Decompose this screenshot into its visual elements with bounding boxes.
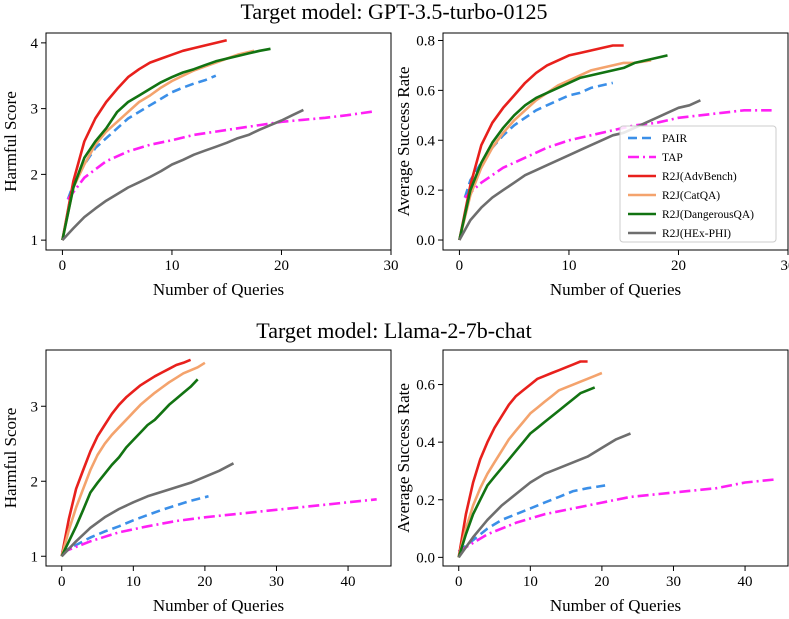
y-axis-label: Harmful Score <box>1 408 20 509</box>
y-tick-label: 0.2 <box>416 183 435 199</box>
legend-label-tap: TAP <box>662 152 683 164</box>
legend-label-r2j-advbench: R2J(AdvBench) <box>662 171 737 183</box>
x-tick-label: 20 <box>197 574 212 590</box>
x-tick-label: 30 <box>269 574 284 590</box>
x-tick-label: 20 <box>274 258 289 274</box>
y-tick-label: 0.6 <box>416 378 435 394</box>
chart-gpt-harmful-score: 0 10 20 30 1 2 3 4 Number of Queries Harmful Scor… <box>1 32 399 299</box>
y-tick-label: 0.0 <box>416 550 435 566</box>
x-tick-label: 10 <box>523 574 538 590</box>
y-axis-label: Harmful Score <box>1 91 20 192</box>
series-line-tap <box>66 110 375 201</box>
legend-label-r2j-hex-phi: R2J(HEx-PHI) <box>662 228 731 240</box>
x-tick-label: 10 <box>164 258 179 274</box>
x-tick-label: 20 <box>671 258 686 274</box>
series-line-tap <box>61 498 377 554</box>
legend-label-pair: PAIR <box>662 133 687 145</box>
y-tick-label: 1 <box>31 233 39 249</box>
y-axis-label: Average Success Rate <box>394 67 413 217</box>
legend: PAIR TAP R2J(AdvBench) R2J(CatQA) R2J(Danger… <box>619 125 777 243</box>
y-tick-label: 0.0 <box>416 233 435 249</box>
x-tick-label: 30 <box>781 258 789 274</box>
y-tick-label: 0.6 <box>416 83 435 99</box>
y-tick-label: 2 <box>31 474 39 490</box>
x-tick-label: 0 <box>456 258 464 274</box>
series-line-tap <box>458 478 774 553</box>
axes-frame <box>442 349 789 567</box>
x-axis-label: Number of Queries <box>153 280 284 299</box>
axes-frame <box>45 32 392 251</box>
axes-frame <box>442 32 789 251</box>
x-tick-label: 30 <box>666 574 681 590</box>
y-axis-label: Average Success Rate <box>394 383 413 533</box>
series-line-r2j-advbench <box>61 38 228 241</box>
x-tick-label: 0 <box>59 258 67 274</box>
series-line-r2j-advbench <box>60 358 192 557</box>
series-line-r2j-advbench <box>457 360 588 558</box>
x-tick-label: 0 <box>58 574 66 590</box>
y-tick-label: 0.4 <box>416 435 435 451</box>
series-line-r2j-advbench <box>458 44 624 241</box>
x-axis-label: Number of Queries <box>153 596 284 615</box>
series-line-r2j-hex-phi <box>60 462 235 558</box>
y-tick-label: 0.2 <box>416 493 435 509</box>
series-line-tap <box>464 109 772 199</box>
series-line-r2j-dangerousqa <box>458 54 668 241</box>
series-line-pair <box>463 81 614 198</box>
x-axis-label: Number of Queries <box>550 596 681 615</box>
series-line-pair <box>457 484 606 553</box>
y-tick-label: 0.8 <box>416 33 435 49</box>
series-line-r2j-catqa <box>60 361 206 557</box>
y-tick-label: 0.4 <box>416 133 435 149</box>
x-tick-label: 20 <box>594 574 609 590</box>
series-line-pair <box>61 495 209 554</box>
legend-label-r2j-catqa: R2J(CatQA) <box>662 190 720 202</box>
series-line-r2j-hex-phi <box>457 432 631 559</box>
series-line-r2j-catqa <box>457 371 603 558</box>
x-tick-label: 30 <box>384 258 399 274</box>
x-tick-label: 40 <box>341 574 356 590</box>
row-title-llama: Target model: Llama-2-7b-chat <box>256 318 531 343</box>
x-tick-label: 40 <box>738 574 753 590</box>
chart-llama-success-rate: 0 10 20 30 40 0.0 0.2 0.4 0.6 Number of Queries Av… <box>394 349 789 615</box>
y-tick-label: 4 <box>31 36 39 52</box>
series-line-r2j-dangerousqa <box>60 378 199 557</box>
row-title-gpt: Target model: GPT-3.5-turbo-0125 <box>240 0 547 24</box>
y-tick-label: 1 <box>31 549 39 565</box>
chart-gpt-success-rate: 0 10 20 30 0.0 0.2 0.4 0.6 0.8 Number of Queries A… <box>394 32 789 299</box>
y-tick-label: 3 <box>31 399 39 415</box>
series-line-r2j-hex-phi <box>61 108 304 241</box>
x-axis-label: Number of Queries <box>550 280 681 299</box>
series-line-r2j-dangerousqa <box>61 47 271 241</box>
legend-box <box>619 125 777 243</box>
axes-frame <box>45 349 392 567</box>
y-tick-label: 2 <box>31 167 39 183</box>
y-tick-label: 3 <box>31 102 39 118</box>
x-tick-label: 10 <box>126 574 141 590</box>
legend-label-r2j-dangerousqa: R2J(DangerousQA) <box>662 209 754 221</box>
chart-llama-harmful-score: 0 10 20 30 40 1 2 3 Number of Queries Harmful Sco… <box>1 349 392 615</box>
series-line-r2j-dangerousqa <box>457 386 596 558</box>
x-tick-label: 10 <box>561 258 576 274</box>
x-tick-label: 0 <box>455 574 463 590</box>
series-line-r2j-hex-phi <box>458 99 701 241</box>
